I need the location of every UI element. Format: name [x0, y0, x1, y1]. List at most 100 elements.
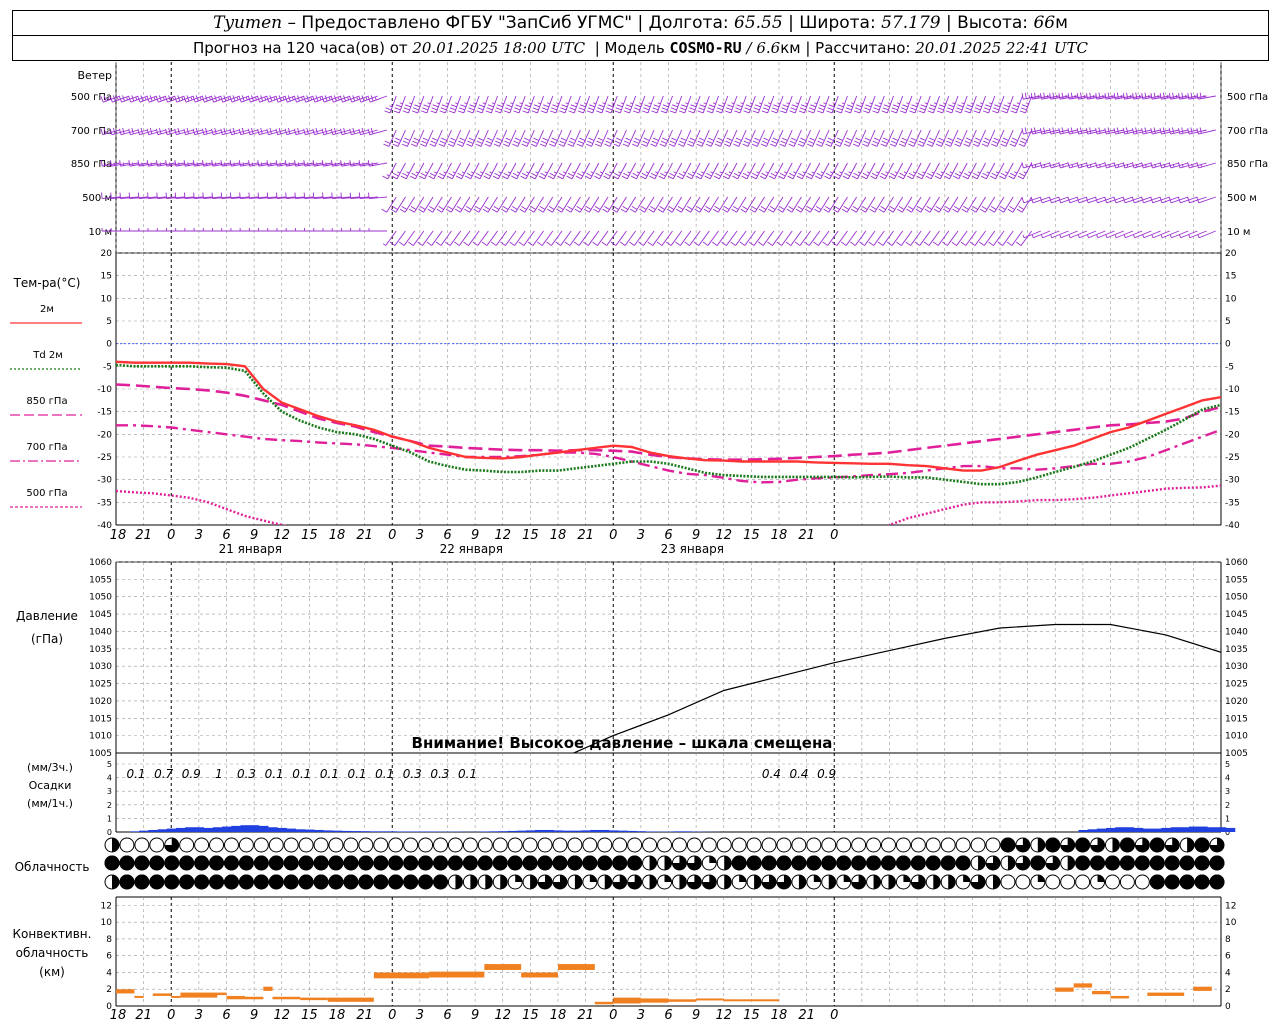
wind-barb-feather — [232, 127, 236, 134]
wind-barb-half — [940, 171, 944, 174]
cloud-cover-full — [836, 855, 852, 871]
wind-barb-feather — [779, 143, 786, 147]
wind-barb-feather — [1058, 197, 1062, 204]
cloud-cover-circle — [223, 837, 239, 853]
wind-barb-shaft — [665, 95, 673, 114]
wind-barb-shaft — [988, 95, 996, 114]
forecast-time: 20.01.2025 18:00 UTC — [412, 39, 586, 57]
wind-barb-feather — [835, 110, 842, 114]
wind-barb-half — [107, 96, 110, 101]
wind-barb-feather — [595, 172, 602, 177]
wind-barb-half — [629, 102, 633, 105]
wind-barb-feather — [834, 205, 840, 210]
wind-barb-half — [132, 162, 134, 166]
wind-barb-feather — [548, 205, 555, 210]
wind-level-right: 700 гПа — [1227, 126, 1268, 137]
cloud-cover-full — [507, 855, 523, 871]
wind-barb-feather — [704, 175, 711, 180]
wind-barb-feather — [864, 107, 871, 111]
wind-barb-feather — [109, 96, 113, 103]
pres-tick-left: 1015 — [89, 714, 112, 724]
wind-barb-feather — [201, 96, 205, 103]
prec-tick-right: 5 — [1225, 760, 1230, 769]
wind-barb-feather — [566, 175, 573, 180]
convective-cloud-segment — [613, 997, 641, 1004]
wind-barb-feather — [1098, 127, 1101, 134]
wind-barb-shaft — [385, 230, 397, 246]
wind-barb-feather — [826, 110, 833, 114]
wind-barb-feather — [837, 104, 844, 108]
wind-barb-feather — [587, 107, 594, 111]
wind-barb-half — [848, 171, 852, 174]
wind-barb-feather — [476, 110, 483, 114]
wind-barb-feather — [762, 107, 769, 111]
cloud-cover-full — [149, 874, 165, 890]
wind-barb-feather — [993, 107, 1000, 111]
wind-barb-half — [218, 96, 221, 101]
wind-barb-half — [491, 102, 495, 105]
precip-bar — [203, 827, 214, 832]
temp-tick-right: -15 — [1225, 408, 1240, 418]
time-tick-bottom: 3 — [637, 1008, 645, 1023]
wind-barb-feather — [770, 143, 776, 147]
wind-barb-shaft — [922, 129, 931, 147]
wind-barb-feather — [1095, 162, 1098, 169]
wind-barb-shaft — [518, 95, 526, 114]
wind-barb-feather — [330, 128, 334, 135]
wind-barb-feather — [559, 140, 566, 144]
wind-barb-feather — [455, 175, 462, 180]
wind-barb-feather — [403, 107, 410, 111]
wind-barb-half — [1179, 234, 1182, 238]
wind-barb-shaft — [394, 230, 406, 246]
precip-bar — [286, 828, 297, 832]
wind-barb-shaft — [454, 95, 462, 114]
wind-barb-shaft — [560, 230, 572, 246]
wind-barb-feather — [639, 208, 645, 213]
wind-barb-feather — [980, 175, 987, 180]
header-line-1: Tyumen – Предоставлено ФГБУ "ЗапСиб УГМС… — [12, 10, 1269, 36]
precip-bar — [479, 831, 490, 832]
wind-barb-feather — [276, 192, 278, 199]
wind-barb-feather — [1177, 197, 1181, 204]
wind-barb-half — [233, 162, 235, 166]
wind-barb-half — [572, 171, 576, 174]
wind-barb-shaft — [987, 129, 996, 147]
pressure-warning: Внимание! Высокое давление – шкала смеще… — [412, 734, 833, 752]
wind-barb-feather — [214, 95, 218, 102]
wind-barb-feather — [982, 110, 989, 114]
wind-barb-shaft — [369, 196, 388, 200]
wind-barb-shaft — [951, 95, 959, 114]
wind-barb-feather — [294, 160, 297, 167]
wind-barb-feather — [613, 205, 619, 210]
wind-barb-feather — [842, 175, 849, 180]
wind-barb-shaft — [1198, 230, 1216, 239]
cloud-cover-part — [1060, 837, 1075, 853]
wind-barb-feather — [891, 140, 897, 144]
wind-barb-half — [832, 102, 836, 105]
wind-barb-half — [876, 171, 880, 174]
wind-barb-shaft — [514, 230, 526, 246]
wind-barb-half — [347, 96, 350, 101]
wind-barb-feather — [165, 192, 167, 199]
cloud-cover-full — [1104, 855, 1120, 871]
wind-barb-shaft — [583, 95, 591, 114]
wind-barb-feather — [969, 241, 976, 246]
wind-barb-shaft — [747, 129, 756, 147]
wind-barb-feather — [960, 241, 967, 246]
precip-bar — [360, 831, 370, 832]
wind-barb-shaft — [886, 95, 894, 114]
wind-barb-half — [365, 96, 368, 101]
wind-barb-feather — [1030, 93, 1033, 100]
cloud-cover-circle — [194, 837, 210, 853]
wind-barb-half — [627, 171, 631, 174]
wind-barb-feather — [537, 208, 544, 213]
wind-barb-shaft — [792, 162, 802, 180]
conv-tick-right: 0 — [1225, 1002, 1231, 1012]
wind-barb-feather — [1132, 128, 1135, 135]
wind-barb-feather — [1089, 92, 1092, 99]
wind-barb-feather — [577, 110, 584, 114]
wind-barb-feather — [651, 140, 658, 144]
wind-barb-feather — [495, 140, 501, 144]
wind-barb-shaft — [673, 129, 683, 147]
cloud-cover-part — [739, 875, 747, 882]
